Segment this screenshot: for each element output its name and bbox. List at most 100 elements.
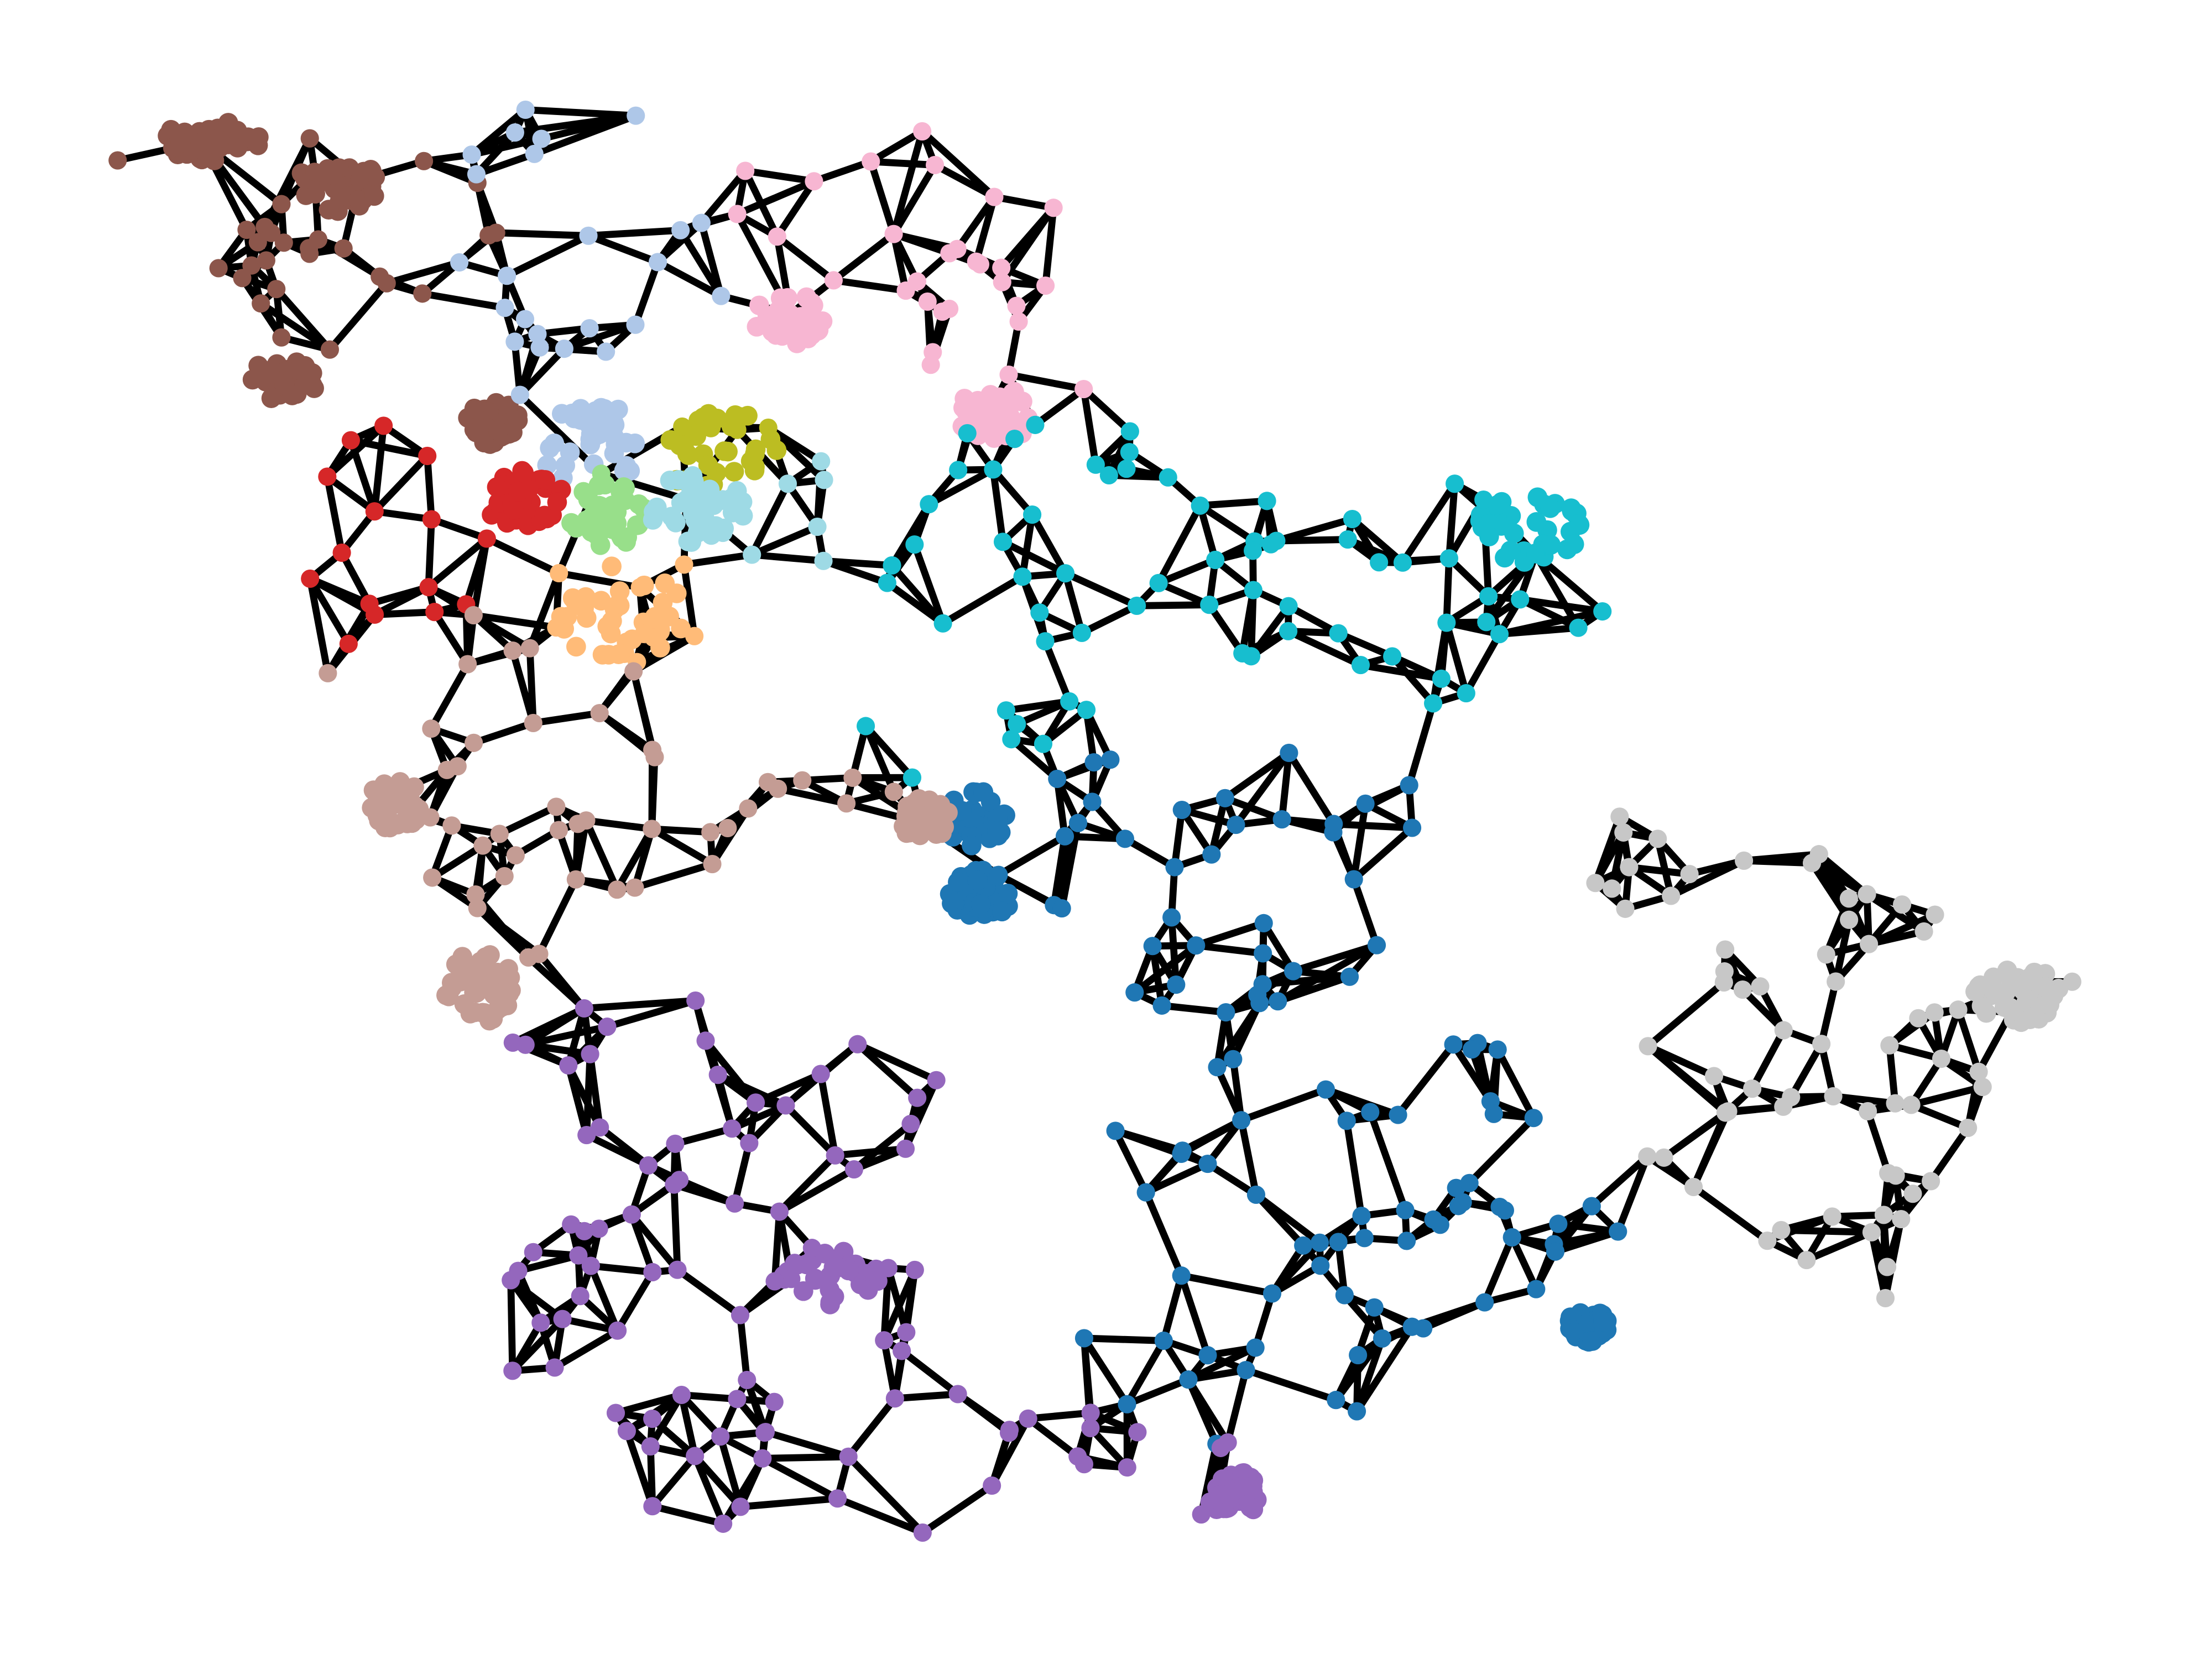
graph-edge: [1238, 1117, 1260, 1198]
graph-node-brown: [300, 129, 319, 148]
cluster-node-pink: [749, 295, 769, 316]
cluster-node-tan: [465, 1002, 485, 1022]
graph-node-red: [422, 510, 441, 529]
graph-node-purple: [622, 1205, 641, 1224]
graph-edge: [371, 608, 439, 618]
cluster-node-powder-blue: [666, 513, 686, 533]
graph-node-purple: [948, 1385, 967, 1404]
cluster-node-light-blue: [551, 404, 572, 424]
graph-node-tan: [758, 773, 778, 791]
graph-edge: [507, 1276, 517, 1375]
graph-node-purple: [723, 1119, 742, 1138]
graph-node-blue: [1400, 776, 1418, 795]
graph-edge: [1213, 999, 1264, 1071]
graph-node-purple: [639, 1156, 658, 1175]
graph-node-gray: [1823, 1207, 1841, 1226]
graph-edge: [678, 1391, 724, 1441]
graph-node-blue: [1162, 908, 1181, 927]
graph-node-gray: [1921, 1172, 1940, 1191]
graph-edge: [867, 158, 938, 169]
graph-node-purple: [999, 1423, 1019, 1442]
graph-edge: [1242, 1366, 1340, 1404]
graph-node-light-blue: [497, 267, 517, 285]
graph-node-blue: [1167, 975, 1186, 994]
graph-node-cyan: [1439, 549, 1458, 568]
graph-edge: [1080, 385, 1099, 468]
graph-node-blue: [1460, 1173, 1479, 1192]
graph-node-brown: [237, 220, 256, 239]
graph-node-gray: [1774, 1021, 1793, 1040]
graph-node-pink: [805, 172, 823, 191]
graph-edge: [1465, 1114, 1537, 1187]
graph-node-brown: [300, 239, 319, 258]
graph-node-cyan: [1244, 581, 1262, 599]
graph-edge: [324, 473, 378, 515]
graph-node-blue: [1165, 858, 1184, 877]
cluster-node-purple: [858, 1280, 878, 1300]
graph-node-gray: [1751, 977, 1770, 996]
graph-edge: [1123, 1376, 1192, 1408]
graph-node-blue: [1187, 936, 1206, 955]
graph-node-gray: [1858, 1102, 1877, 1121]
graph-edge: [990, 193, 1057, 212]
graph-node-pink: [993, 273, 1011, 291]
graph-node-blue: [1248, 985, 1267, 1004]
cluster-node-olive: [745, 439, 766, 460]
cluster-node-purple: [1240, 1497, 1260, 1517]
graph-edge: [429, 822, 456, 881]
graph-node-gray: [2036, 977, 2055, 995]
graph-edge: [1443, 555, 1453, 627]
graph-node-gray: [1610, 807, 1629, 826]
cluster-node-light-blue: [625, 433, 645, 453]
graph-edge: [1357, 661, 1445, 682]
graph-node-gray: [1797, 1250, 1816, 1270]
cluster-node-brown: [319, 200, 339, 220]
graph-edge: [582, 817, 656, 833]
graph-node-pink: [992, 258, 1011, 277]
graph-edge: [678, 1391, 741, 1403]
graph-node-blue: [1582, 1197, 1601, 1215]
graph-edge: [854, 1040, 940, 1084]
graph-node-gray: [1639, 1037, 1657, 1056]
graph-node-purple: [1192, 1505, 1211, 1524]
graph-node-brown: [350, 170, 369, 190]
graph-edge: [1224, 1366, 1250, 1446]
graph-edge: [1552, 1228, 1622, 1255]
graph-node-purple: [575, 999, 593, 1018]
graph-edge: [1213, 1009, 1230, 1071]
graph-node-light-orange: [634, 624, 653, 644]
graph-node-cyan: [1279, 622, 1298, 640]
cluster-node-light-orange: [576, 608, 597, 628]
cluster-node-light-green: [578, 484, 598, 504]
graph-node-olive: [759, 418, 778, 437]
graph-node-purple: [1081, 1418, 1100, 1437]
graph-node-cyan: [958, 424, 977, 442]
graph-edge: [1196, 502, 1258, 545]
graph-edge: [1803, 1228, 1875, 1264]
graph-edge: [649, 1503, 727, 1527]
cluster-node-brown: [364, 186, 384, 206]
graph-edge: [776, 1151, 839, 1215]
graph-node-tan: [468, 899, 487, 917]
graph-node-purple: [826, 1146, 844, 1165]
graph-node-purple: [502, 1271, 520, 1290]
graph-edge: [632, 258, 661, 328]
graph-edge: [366, 583, 432, 608]
graph-edge: [1062, 570, 1140, 609]
graph-node-blue: [1254, 914, 1273, 932]
graph-edge: [473, 904, 543, 958]
graph-node-gray: [1616, 899, 1635, 918]
graph-node-light-blue: [467, 165, 486, 184]
graph-node-cyan: [1457, 684, 1475, 703]
cluster-node-light-blue: [614, 461, 634, 481]
graph-node-tan: [466, 885, 485, 904]
graph-node-tan: [421, 808, 440, 827]
graph-node-blue: [1402, 1317, 1421, 1336]
graph-edge: [473, 150, 538, 178]
graph-node-pink: [971, 255, 990, 274]
graph-node-purple: [1068, 1447, 1087, 1466]
graph-node-purple: [848, 1035, 867, 1053]
cluster-node-powder-blue: [700, 479, 720, 500]
graph-edge: [1238, 1086, 1329, 1124]
graph-node-pink: [940, 299, 959, 318]
